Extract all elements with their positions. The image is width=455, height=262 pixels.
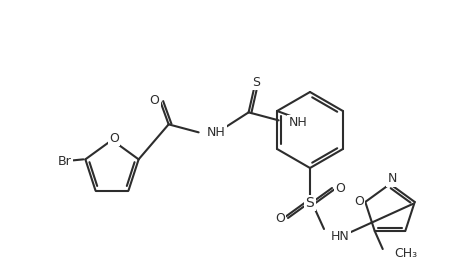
Text: S: S [306,196,314,210]
Text: NH: NH [288,116,308,129]
Text: NH: NH [207,126,225,139]
Text: CH₃: CH₃ [395,247,418,260]
Text: N: N [387,172,397,185]
Text: Br: Br [58,155,71,168]
Text: HN: HN [331,230,350,243]
Text: O: O [275,211,285,225]
Text: O: O [109,132,119,145]
Text: S: S [252,76,260,89]
Text: O: O [335,182,345,194]
Text: O: O [150,94,160,107]
Text: O: O [354,195,364,209]
